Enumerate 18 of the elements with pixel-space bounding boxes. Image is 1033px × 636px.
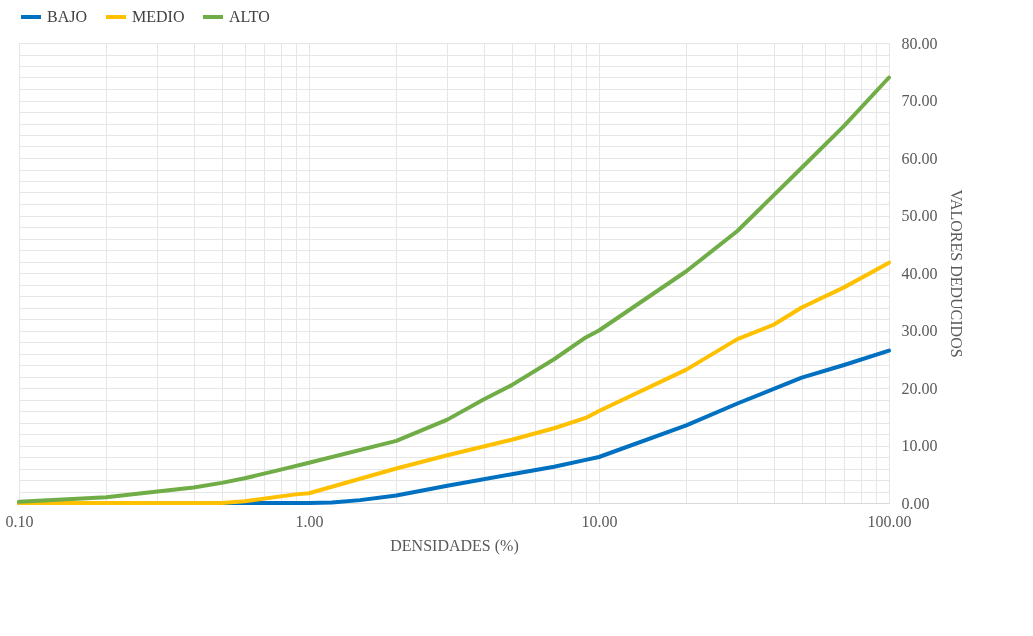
x-tick-label: 0.10 — [5, 512, 34, 530]
y-tick-label: 0.00 — [901, 494, 930, 512]
x-axis-title: DENSIDADES (%) — [390, 536, 519, 555]
y-tick-label: 50.00 — [901, 207, 938, 224]
y-tick-label: 10.00 — [901, 437, 938, 454]
y-tick-label: 20.00 — [901, 379, 938, 397]
y-tick-label: 30.00 — [901, 322, 938, 339]
legend-label: MEDIO — [132, 8, 185, 25]
y-tick-label: 70.00 — [901, 92, 938, 109]
legend-label: BAJO — [47, 8, 88, 25]
y-tick-label: 40.00 — [901, 264, 938, 282]
x-tick-label: 1.00 — [295, 512, 324, 530]
x-tick-label: 100.00 — [867, 512, 912, 530]
y-tick-label: 80.00 — [901, 34, 938, 52]
y-tick-label: 60.00 — [901, 149, 938, 167]
legend-label: ALTO — [229, 8, 270, 25]
x-tick-label: 10.00 — [581, 512, 618, 530]
y-axis-title: VALORES DEDUCIDOS — [947, 189, 965, 358]
